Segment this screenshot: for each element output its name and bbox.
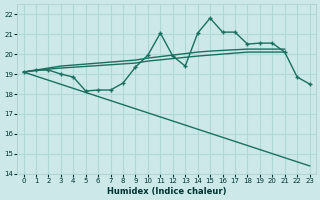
X-axis label: Humidex (Indice chaleur): Humidex (Indice chaleur) [107, 187, 226, 196]
